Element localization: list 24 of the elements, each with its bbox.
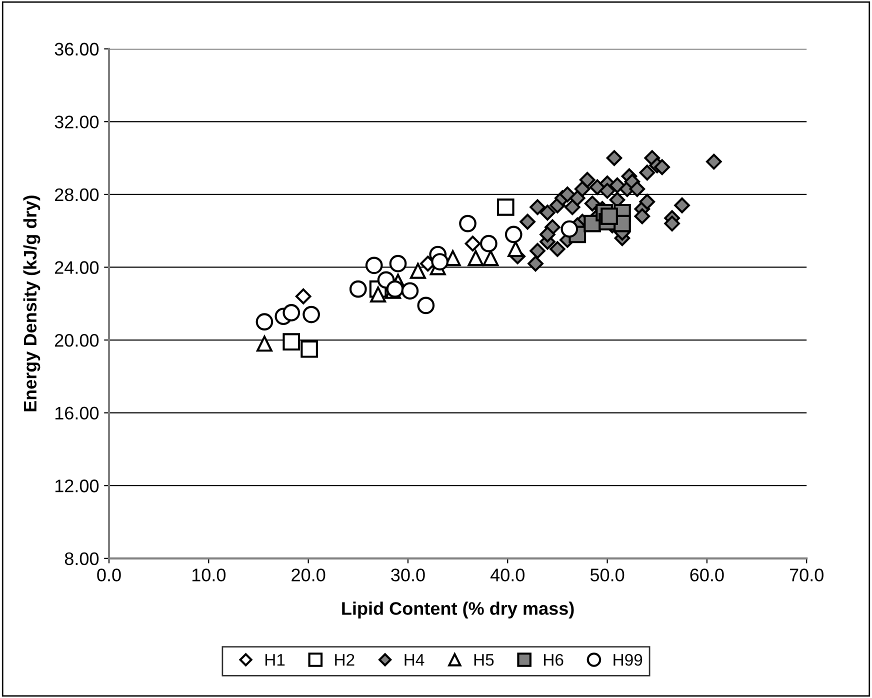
y-tick-label: 8.00 — [64, 552, 99, 566]
x-axis-title: Lipid Content (% dry mass) — [342, 602, 574, 618]
y-tick-label: 32.00 — [54, 116, 99, 128]
x-tick-label: 60.0 — [690, 568, 724, 582]
x-tick-label: 30.0 — [391, 568, 425, 582]
x-tick-label: 40.0 — [490, 568, 524, 582]
y-axis-title: Energy Density (kJ/g dry) — [23, 196, 40, 412]
y-tick-label: 24.00 — [55, 261, 99, 274]
legend-label: H1 — [265, 654, 285, 666]
x-tick-label: 70.0 — [790, 568, 824, 582]
x-tick-label: 50.0 — [590, 568, 624, 582]
legend-label: H5 — [474, 654, 494, 666]
y-tick-label: 16.00 — [55, 406, 99, 420]
legend-label: H99 — [614, 654, 642, 666]
legend-label: H2 — [335, 654, 354, 666]
legend-label: H6 — [544, 654, 564, 666]
y-tick-label: 20.00 — [55, 334, 99, 347]
legend-label: H4 — [404, 654, 424, 666]
y-tick-label: 28.00 — [55, 188, 99, 202]
x-tick-label: 10.0 — [192, 568, 226, 582]
y-tick-label: 36.00 — [54, 42, 99, 56]
x-tick-label: 0.0 — [97, 568, 121, 582]
y-tick-label: 12.00 — [55, 480, 99, 492]
x-tick-label: 20.0 — [292, 568, 326, 582]
